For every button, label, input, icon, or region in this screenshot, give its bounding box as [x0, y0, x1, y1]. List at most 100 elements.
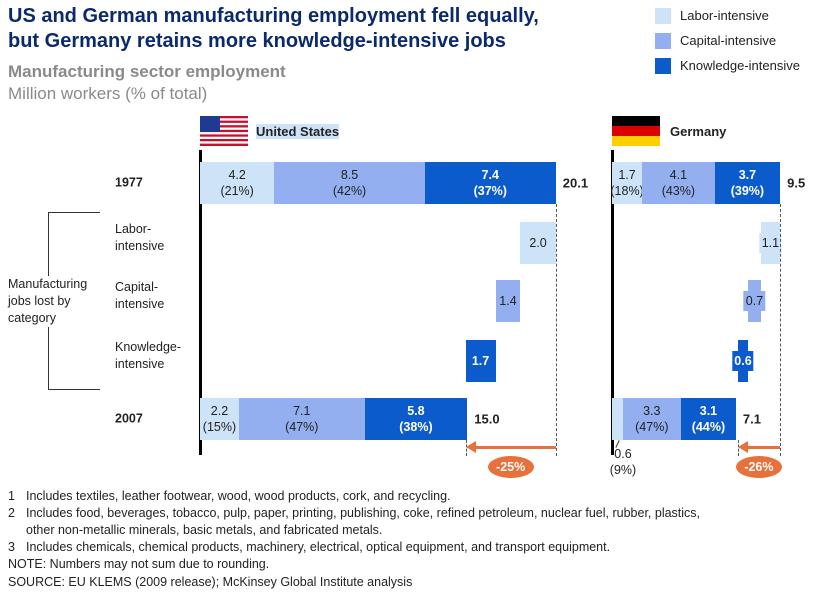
value-label: 0.6 [614, 447, 632, 461]
value-label: 3.1 [699, 404, 718, 418]
row-label: Labor- intensive [115, 221, 165, 255]
share-label: (44%) [691, 420, 726, 434]
share-label: (15%) [202, 420, 237, 434]
total-label: 20.1 [562, 175, 589, 191]
us-flag [200, 116, 248, 146]
footnote: 1 Includes textiles, leather footwear, wo… [8, 488, 451, 505]
bar-label: 1.7 (18%) [610, 162, 644, 204]
footnote-marker: 1 [8, 489, 15, 503]
group-label: Manufacturing jobs lost by category [8, 276, 98, 327]
bar-label: 4.1 (43%) [642, 162, 715, 204]
change-label: -25% [487, 456, 534, 478]
legend-swatch [655, 33, 671, 49]
bar-label: 2.2 (15%) [200, 398, 239, 440]
bar [424, 162, 556, 204]
bar-label: 0.6 [732, 351, 754, 371]
total-label: 7.1 [742, 411, 761, 427]
total-label: 9.5 [787, 175, 806, 191]
bar [622, 398, 682, 440]
axis-line [610, 150, 614, 455]
guide-line [780, 204, 782, 456]
panel-name: United States [256, 124, 340, 139]
bar-label: 1.1 [759, 233, 782, 253]
share-label: (43%) [661, 184, 696, 198]
guide-line [555, 204, 557, 456]
share-label: (42%) [332, 184, 367, 198]
footnote: 3 Includes chemicals, chemical products, … [8, 539, 610, 556]
footnote-marker: 3 [8, 540, 15, 554]
share-label: (18%) [610, 184, 644, 198]
legend-label: Labor-intensive [680, 8, 769, 23]
note: NOTE: Numbers may not sum due to roundin… [8, 557, 270, 571]
value-label: 4.1 [669, 168, 688, 182]
bar-label: 2.0 [529, 236, 547, 250]
share-label: (39%) [730, 184, 765, 198]
value-label: 8.5 [340, 168, 359, 182]
row-label: 2007 [115, 410, 143, 428]
value-label: 2.2 [210, 404, 229, 418]
value-label: 7.4 [481, 168, 499, 182]
bar [274, 162, 425, 204]
bar-label: 7.4 (37%) [425, 162, 556, 204]
bar [714, 162, 781, 204]
footnote-text: Includes chemicals, chemical products, m… [26, 540, 611, 554]
bar [238, 398, 365, 440]
value-label: 1.7 [618, 168, 636, 182]
bar [520, 222, 556, 264]
panel-name: Germany [670, 124, 727, 139]
bar-label: 3.1 (44%) [681, 398, 736, 440]
value-label: 5.8 [407, 404, 425, 418]
footnote-marker: 2 [8, 506, 15, 520]
bar [681, 398, 736, 440]
footnote: 2 Includes food, beverages, tobacco, pulp… [8, 505, 700, 539]
bar [465, 340, 496, 382]
arrow-head [465, 441, 476, 453]
share-label: (37%) [473, 184, 507, 198]
bar-label: 3.3 (47%) [623, 398, 681, 440]
legend-swatch [655, 58, 671, 74]
footnote-text: Includes textiles, leather footwear, woo… [26, 489, 451, 503]
share-label: (9%) [609, 463, 637, 477]
value-label: 4.2 [228, 168, 246, 182]
subtitle: Manufacturing sector employment [8, 62, 286, 81]
bar [612, 398, 623, 440]
bar [364, 398, 468, 440]
legend-swatch [655, 8, 671, 24]
value-label: 3.7 [738, 168, 757, 182]
share-label: (47%) [285, 420, 319, 434]
row-label: 1977 [115, 174, 143, 192]
change-arrow [473, 446, 556, 449]
title: US and German manufacturing employment f… [8, 5, 539, 52]
value-label: 7.1 [293, 404, 311, 418]
share-label: (21%) [220, 184, 254, 198]
axis-line [198, 150, 202, 455]
bar-label: 1.4 [497, 291, 519, 311]
bar [612, 162, 643, 204]
share-label: (38%) [399, 420, 433, 434]
change-arrow [745, 446, 781, 449]
bar [200, 162, 275, 204]
row-label: Capital- intensive [115, 279, 165, 313]
value-label: 3.3 [643, 404, 661, 418]
bar-label: 0.7 [743, 291, 766, 311]
bar-label: 3.7 (39%) [715, 162, 780, 204]
legend-label: Capital-intensive [680, 33, 777, 48]
bar-label: 8.5 (42%) [274, 162, 424, 204]
bar-label: 7.1 (47%) [239, 398, 365, 440]
bar-label: 1.7 [471, 354, 490, 368]
row-label: Knowledge- intensive [115, 339, 182, 373]
arrow-head [737, 441, 748, 453]
unit: Million workers (% of total) [8, 84, 208, 103]
bar [642, 162, 715, 204]
bar [200, 398, 239, 440]
share-label: (47%) [635, 420, 669, 434]
legend-label: Knowledge-intensive [680, 58, 800, 73]
de-flag [612, 116, 660, 146]
bar-label: 4.2 (21%) [200, 162, 274, 204]
bar-label: 5.8 (38%) [365, 398, 468, 440]
total-label: 15.0 [474, 411, 500, 427]
bar-label: 0.6 (9%) [606, 446, 640, 478]
change-label: -26% [735, 456, 782, 478]
source: SOURCE: EU KLEMS (2009 release); McKinse… [8, 575, 413, 589]
